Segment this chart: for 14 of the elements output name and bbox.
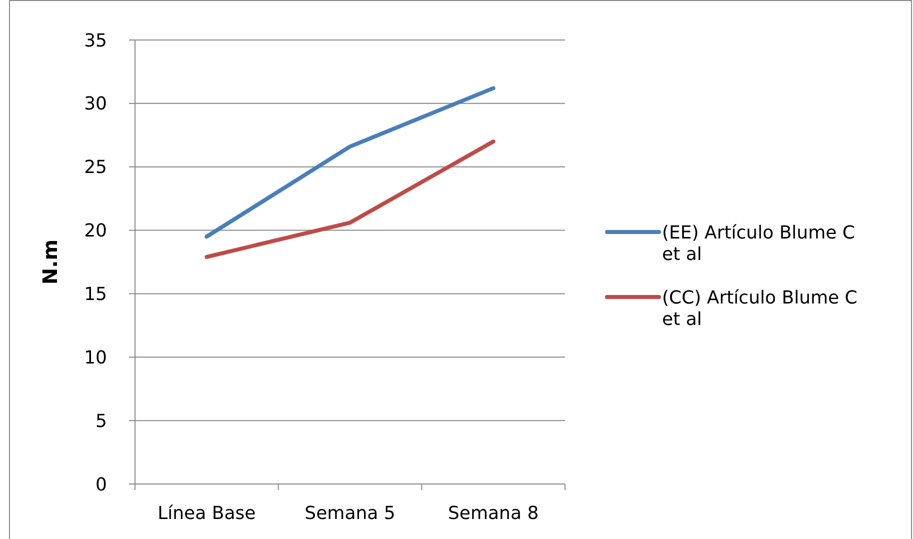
y-tick-label: 0 bbox=[96, 474, 107, 496]
y-tick-label: 35 bbox=[84, 30, 107, 52]
y-tick-label: 25 bbox=[84, 157, 107, 178]
x-tick-label: Semana 5 bbox=[304, 503, 396, 524]
y-tick-label: 20 bbox=[84, 220, 107, 242]
legend-label: (EE) Artículo Blume C et al bbox=[662, 222, 855, 265]
y-tick-label: 10 bbox=[84, 347, 107, 368]
y-tick-label: 5 bbox=[96, 410, 107, 432]
x-tick-label: Línea Base bbox=[158, 503, 256, 524]
x-tick-label: Semana 8 bbox=[448, 503, 539, 524]
y-tick-label: 15 bbox=[84, 284, 107, 306]
y-tick-label: 30 bbox=[84, 94, 107, 115]
legend-label: (CC) Artículo Blume C et al bbox=[662, 287, 858, 330]
y-axis-title: N.m bbox=[38, 239, 62, 285]
